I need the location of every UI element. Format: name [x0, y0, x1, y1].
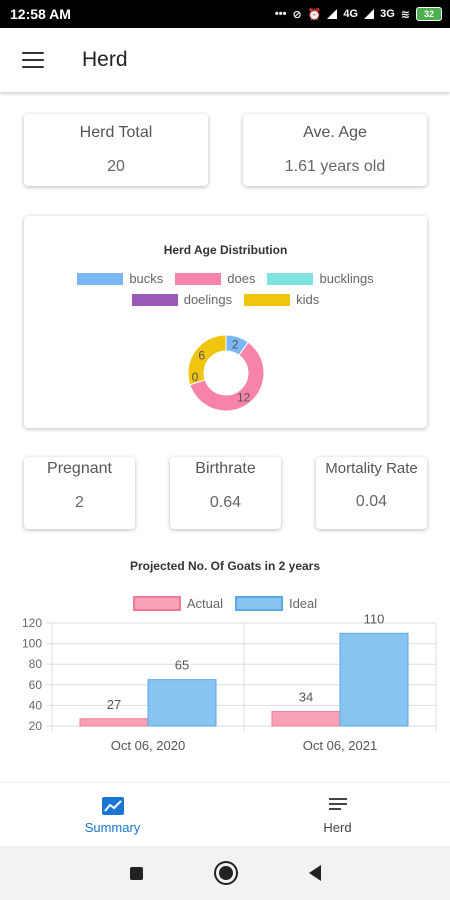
projection-bar-chart: 20 40 60 80 100 120 27 65 Oct 06, 2020 34 110 Oct 0… — [22, 611, 437, 753]
bar-value-label: 65 — [175, 658, 189, 673]
bar-value-label: 34 — [299, 690, 313, 705]
stat-card-pregnant: Pregnant 2 — [24, 457, 135, 529]
stat-value: 20 — [107, 158, 125, 175]
legend-label: does — [227, 271, 256, 286]
bottom-navigation: Summary Herd — [0, 782, 450, 847]
bar-actual-0 — [79, 718, 149, 727]
stat-card-average-age: Ave. Age 1.61 years old — [243, 114, 427, 186]
stat-value: 2 — [75, 494, 84, 511]
status-icons: ••• ⊘ ⏰ 4G 3G ≋ 32 — [275, 7, 442, 21]
system-navigation-bar — [0, 846, 450, 900]
legend-swatch — [77, 272, 124, 285]
status-time: 12:58 AM — [10, 6, 71, 22]
donut-label-zero: 0 — [192, 370, 199, 384]
age-donut-chart: 2 12 6 0 — [187, 334, 265, 412]
recent-apps-icon[interactable] — [129, 866, 143, 880]
app-bar: Herd — [0, 28, 450, 92]
alarm-icon: ⏰ — [307, 8, 322, 21]
age-distribution-card: Herd Age Distribution bucks does bucklin… — [24, 216, 427, 428]
legend-label: kids — [296, 292, 320, 307]
bar-value-label: 110 — [364, 611, 385, 626]
legend-swatch — [132, 596, 181, 611]
legend-label: bucks — [129, 271, 164, 286]
battery-icon: 32 — [416, 7, 442, 21]
legend-item-ideal: Ideal — [234, 596, 318, 611]
donut-label-bucks: 2 — [232, 337, 239, 351]
donut-slice-kids — [187, 334, 227, 386]
age-chart-title: Herd Age Distribution — [163, 243, 288, 257]
stat-label: Mortality Rate — [325, 460, 418, 477]
legend-swatch — [267, 272, 314, 285]
legend-label: doelings — [183, 292, 233, 307]
nav-label: Summary — [84, 819, 141, 835]
x-category-label: Oct 06, 2020 — [111, 738, 185, 753]
stat-card-birthrate: Birthrate 0.64 — [170, 457, 281, 529]
bar-value-label: 27 — [107, 697, 121, 712]
legend-item-bucklings: bucklings — [267, 271, 374, 286]
nav-item-herd[interactable]: Herd — [225, 783, 450, 847]
y-tick-label: 20 — [29, 719, 43, 733]
legend-swatch — [175, 272, 222, 285]
legend-swatch — [234, 596, 283, 611]
donut-label-kids: 6 — [198, 348, 205, 362]
legend-swatch — [244, 293, 291, 306]
stat-value: 1.61 years old — [284, 158, 386, 175]
signal-icon-1 — [327, 9, 338, 19]
trending-chart-icon — [101, 796, 124, 815]
list-icon — [328, 797, 347, 810]
x-category-label: Oct 06, 2021 — [303, 738, 377, 753]
legend-label: Ideal — [288, 596, 318, 611]
legend-item-kids: kids — [244, 292, 319, 307]
legend-label: Actual — [186, 596, 223, 611]
legend-item-doelings: doelings — [131, 292, 233, 307]
legend-label: bucklings — [319, 271, 374, 286]
stat-value: 0.64 — [209, 494, 242, 511]
stat-label: Birthrate — [195, 460, 256, 477]
projection-chart-legend: Actual Ideal — [0, 596, 450, 611]
stat-card-mortality-rate: Mortality Rate 0.04 — [316, 457, 427, 529]
age-chart-legend: bucks does bucklings doelings kids — [54, 271, 397, 307]
y-tick-label: 80 — [29, 657, 43, 671]
legend-item-bucks: bucks — [77, 271, 163, 286]
y-tick-label: 60 — [29, 678, 43, 692]
y-tick-label: 120 — [22, 616, 42, 630]
projection-chart-title: Projected No. Of Goats in 2 years — [129, 559, 321, 573]
nav-item-summary[interactable]: Summary — [0, 783, 225, 847]
page-title: Herd — [82, 48, 128, 71]
hamburger-menu-icon[interactable] — [22, 52, 44, 68]
wifi-icon: ≋ — [400, 8, 410, 21]
legend-swatch — [131, 293, 178, 306]
network-type-2: 3G — [380, 8, 395, 20]
stat-label: Herd Total — [79, 124, 153, 141]
legend-item-does: does — [175, 271, 255, 286]
y-tick-label: 40 — [29, 698, 43, 712]
signal-icon-2 — [364, 9, 375, 19]
legend-item-actual: Actual — [132, 596, 223, 611]
donut-label-does: 12 — [237, 390, 251, 404]
status-bar: 12:58 AM ••• ⊘ ⏰ 4G 3G ≋ 32 — [0, 0, 450, 28]
mute-icon: ⊘ — [292, 8, 302, 21]
donut-slice-does — [189, 341, 265, 412]
stat-label: Pregnant — [47, 460, 112, 477]
stat-value: 0.04 — [355, 493, 388, 510]
bar-ideal-0 — [147, 679, 217, 727]
more-dots-icon: ••• — [274, 8, 287, 20]
back-icon[interactable] — [308, 865, 321, 881]
bar-actual-1 — [271, 711, 341, 727]
stat-label: Ave. Age — [303, 124, 367, 141]
y-tick-label: 100 — [22, 637, 42, 651]
network-type-1: 4G — [343, 8, 359, 20]
home-icon[interactable] — [218, 866, 233, 880]
stat-card-herd-total: Herd Total 20 — [24, 114, 208, 186]
nav-label: Herd — [323, 819, 352, 835]
bar-ideal-1 — [339, 632, 409, 727]
